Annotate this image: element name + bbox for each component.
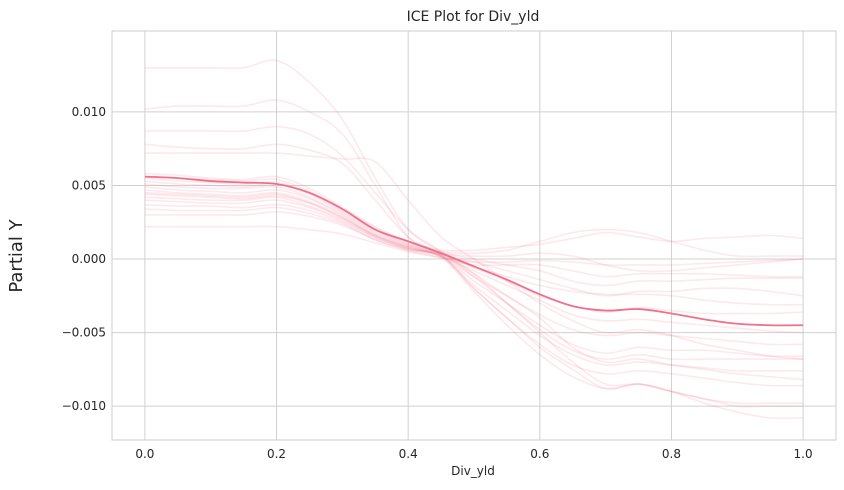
y-tick-labels: 0.010 0.005 0.000 −0.005 −0.010 bbox=[62, 105, 106, 413]
ice-line-6 bbox=[144, 172, 804, 252]
ice-line-4 bbox=[144, 143, 804, 420]
ice-line-3 bbox=[144, 125, 804, 361]
ice-line-18 bbox=[144, 211, 804, 278]
average-line-group bbox=[144, 175, 804, 327]
ice-line-15 bbox=[144, 199, 804, 372]
x-tick-label: 0.4 bbox=[399, 447, 418, 461]
y-tick-label: −0.010 bbox=[62, 399, 106, 413]
ice-line-19 bbox=[144, 225, 804, 266]
ice-line-9 bbox=[144, 180, 804, 287]
grid bbox=[112, 31, 836, 440]
y-tick-label: 0.000 bbox=[72, 252, 106, 266]
x-axis-label: Div_yld bbox=[451, 464, 495, 478]
ice-line-13 bbox=[144, 192, 804, 346]
x-tick-label: 0.0 bbox=[135, 447, 154, 461]
ice-line-20 bbox=[144, 193, 804, 334]
y-axis-label: Partial Y bbox=[6, 218, 27, 292]
x-tick-label: 0.8 bbox=[662, 447, 681, 461]
y-tick-label: −0.005 bbox=[62, 326, 106, 340]
x-tick-label: 0.2 bbox=[267, 447, 286, 461]
ice-line-1 bbox=[144, 59, 804, 408]
x-tick-label: 1.0 bbox=[794, 447, 813, 461]
ice-line-10 bbox=[144, 183, 804, 297]
ice-line-5 bbox=[144, 152, 804, 360]
ice-line-16 bbox=[144, 203, 804, 387]
average-pd-line bbox=[144, 175, 804, 327]
ice-line-11 bbox=[144, 186, 804, 306]
axes-frame bbox=[111, 30, 837, 441]
x-tick-label: 0.6 bbox=[530, 447, 549, 461]
chart-title: ICE Plot for Div_yld bbox=[407, 9, 540, 25]
ice-line-2 bbox=[144, 99, 804, 381]
ice-line-12 bbox=[144, 189, 804, 315]
ice-line-7 bbox=[144, 175, 804, 258]
ice-line-14 bbox=[144, 196, 804, 358]
y-tick-label: 0.005 bbox=[72, 178, 106, 192]
ice-line-17 bbox=[144, 206, 804, 405]
ice-lines bbox=[144, 59, 804, 420]
y-tick-label: 0.010 bbox=[72, 105, 106, 119]
x-tick-labels: 0.0 0.2 0.4 0.6 0.8 1.0 bbox=[135, 447, 812, 461]
